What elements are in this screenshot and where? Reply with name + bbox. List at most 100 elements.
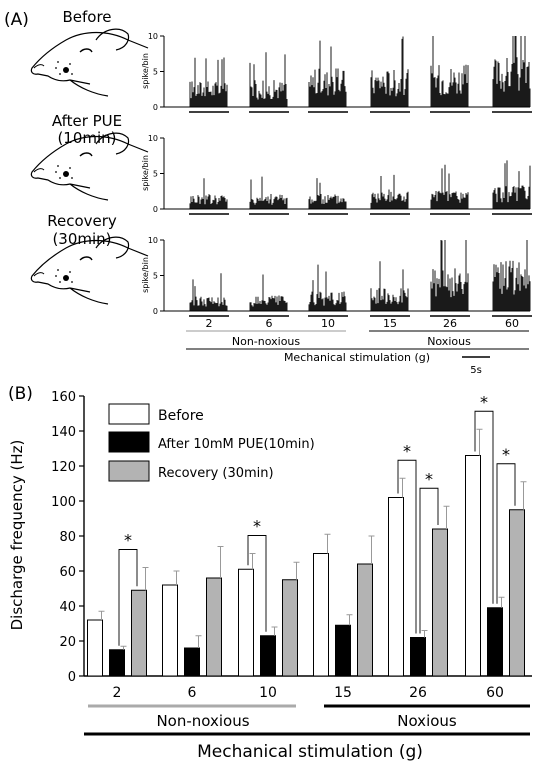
sig-mark: * — [124, 531, 132, 550]
rat-nose — [33, 272, 45, 277]
sig-mark: * — [403, 441, 411, 460]
bar-1-4 — [410, 637, 426, 677]
receptive-field-dot — [69, 167, 71, 169]
receptive-field-dot — [55, 67, 57, 69]
raster-ytick-label: 10 — [148, 236, 158, 245]
receptive-field-dot — [55, 275, 57, 277]
raster-ytick-label: 0 — [153, 205, 158, 214]
spike-rasters: 10 5 0 spike/bin 10 5 0 spike/bin 10 5 0 spike/bin — [141, 32, 532, 317]
x-tick-label: 26 — [409, 685, 427, 701]
x-tick-label: 2 — [113, 685, 122, 701]
bars — [87, 428, 527, 677]
stim-label-a: 6 — [266, 317, 273, 330]
bar-2-2 — [282, 579, 298, 677]
bar-2-5 — [509, 509, 525, 677]
recording-site — [63, 171, 69, 177]
rat-head-0 — [30, 28, 149, 97]
recording-site — [63, 275, 69, 281]
bar-1-1 — [184, 647, 200, 677]
rat-neck — [127, 39, 149, 49]
bar-0-2 — [238, 568, 254, 677]
rat-eye — [79, 48, 93, 53]
panel-b-label: (B) — [8, 384, 33, 404]
y-tick-label: 100 — [51, 495, 76, 510]
rat-illustrations — [30, 28, 149, 305]
sig-mark: * — [253, 517, 261, 536]
sig-bracket — [496, 463, 516, 604]
rat-eye — [79, 152, 93, 157]
sig-bracket — [419, 487, 439, 634]
legend-label-after: After 10mM PUE(10min) — [158, 437, 315, 452]
panel-a-label: (A) — [4, 10, 29, 30]
stim-label-a: 2 — [206, 317, 213, 330]
sig-mark: * — [425, 469, 433, 488]
y-tick-label: 40 — [59, 600, 76, 615]
raster-panel-1: 10 5 0 spike/bin — [141, 134, 532, 215]
bar-2-4 — [432, 528, 448, 677]
recording-site — [63, 67, 69, 73]
legend-label-before: Before — [158, 408, 204, 424]
rat-ear — [95, 28, 130, 51]
bar-0-1 — [162, 584, 178, 677]
receptive-field-dot — [55, 171, 57, 173]
x-tick-label: 60 — [486, 685, 504, 701]
noxious-label-a: Noxious — [427, 335, 471, 348]
sig-mark: * — [502, 445, 510, 464]
panel-a-axis-annotations: 2 6 10 15 26 60 Non-noxious Noxious Mechanica… — [186, 317, 529, 376]
legend-label-recovery: Recovery (30min) — [158, 466, 274, 481]
receptive-field-dot — [57, 165, 59, 167]
significance-brackets: * * * * * * — [118, 392, 516, 646]
receptive-field-dot — [57, 61, 59, 63]
y-tick-label: 60 — [59, 565, 76, 580]
bar-2-3 — [357, 563, 373, 677]
raster-ytick-label: 10 — [148, 134, 158, 143]
condition-label-after-time: (10min) — [57, 129, 116, 147]
rat-nose — [33, 168, 45, 173]
bar-0-3 — [313, 553, 329, 677]
legend-swatch-recovery — [108, 460, 150, 482]
nonnoxious-label: Non-noxious — [156, 712, 249, 730]
condition-label-recovery-time: (30min) — [52, 230, 111, 248]
raster-ytick-label: 5 — [153, 272, 158, 281]
receptive-field-dot — [69, 63, 71, 65]
bar-0-0 — [87, 619, 103, 677]
receptive-field-dot — [59, 73, 61, 75]
stim-label-a: 26 — [443, 317, 457, 330]
condition-labels: Before After PUE (10min) Recovery (30min… — [47, 8, 122, 248]
receptive-field-dot — [59, 177, 61, 179]
bar-1-0 — [109, 649, 125, 677]
y-tick-label: 160 — [51, 390, 76, 405]
y-tick-label: 140 — [51, 425, 76, 440]
bar-0-5 — [465, 455, 481, 677]
rat-outline — [30, 239, 129, 305]
xlabel-a: Mechanical stimulation (g) — [284, 351, 430, 364]
y-tick-label: 80 — [59, 530, 76, 545]
raster-ytick-label: 5 — [153, 170, 158, 179]
raster-ytick-label: 0 — [153, 307, 158, 316]
rat-head-1 — [30, 132, 149, 201]
receptive-field-dot — [59, 281, 61, 283]
stim-labels-a: 2 6 10 15 26 60 — [206, 317, 520, 330]
x-tick-label: 15 — [334, 685, 352, 701]
rat-head-2 — [30, 236, 149, 305]
nonnoxious-label-a: Non-noxious — [232, 335, 301, 348]
raster-panel-0: 10 5 0 spike/bin — [141, 32, 532, 113]
bar-1-2 — [260, 635, 276, 677]
stim-label-a: 10 — [321, 317, 335, 330]
bar-0-4 — [388, 497, 404, 677]
raster-ylabel: spike/bin — [141, 155, 150, 191]
legend-swatch-before — [108, 403, 150, 425]
rat-neck — [127, 143, 149, 153]
sig-bracket — [247, 535, 267, 632]
x-tick-label: 10 — [259, 685, 277, 701]
bar-1-5 — [487, 607, 503, 677]
sig-bracket — [397, 459, 417, 634]
raster-ylabel: spike/bin — [141, 257, 150, 293]
rat-eye — [79, 256, 93, 261]
y-tick-label: 20 — [59, 635, 76, 650]
sig-bracket — [118, 549, 138, 646]
x-axis-label: Mechanical stimulation (g) — [197, 742, 423, 762]
x-tick-labels: 2 6 10 15 26 60 — [113, 685, 504, 701]
bar-2-0 — [131, 589, 147, 677]
stim-label-a: 60 — [505, 317, 519, 330]
